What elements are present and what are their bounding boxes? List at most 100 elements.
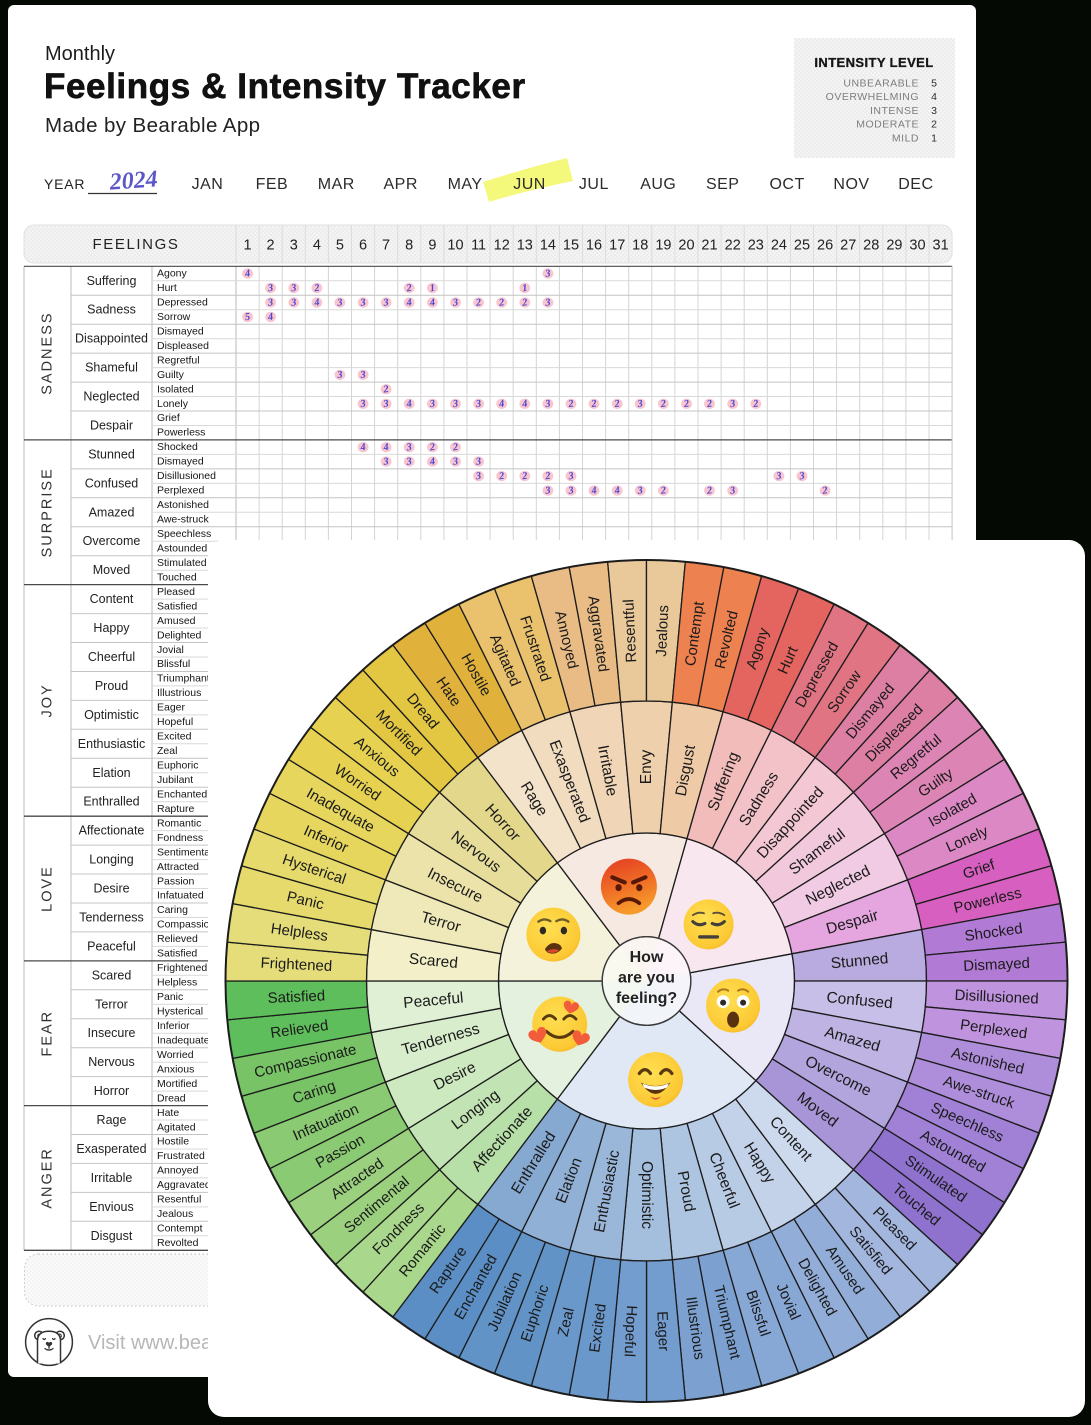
svg-text:Optimistic: Optimistic (638, 1161, 655, 1229)
svg-text:Astonished: Astonished (157, 499, 209, 511)
svg-text:23: 23 (748, 238, 764, 254)
svg-text:3: 3 (474, 456, 482, 468)
svg-text:Shocked: Shocked (157, 441, 198, 453)
svg-text:30: 30 (909, 238, 925, 254)
svg-text:2: 2 (382, 384, 390, 396)
svg-text:Neglected: Neglected (83, 390, 139, 404)
svg-text:Confused: Confused (826, 989, 894, 1012)
svg-text:3: 3 (359, 369, 367, 381)
svg-text:Jealous: Jealous (653, 605, 672, 657)
svg-text:SADNESS: SADNESS (40, 311, 56, 394)
svg-text:3: 3 (266, 283, 274, 295)
svg-text:2: 2 (313, 283, 321, 295)
svg-text:2: 2 (428, 442, 436, 454)
svg-text:Confused: Confused (85, 476, 139, 490)
svg-text:Powerless: Powerless (157, 427, 205, 439)
svg-text:3: 3 (336, 297, 344, 309)
svg-text:MAR: MAR (318, 176, 355, 193)
svg-text:2: 2 (659, 398, 667, 410)
svg-text:JAN: JAN (192, 176, 224, 193)
svg-text:4: 4 (428, 297, 436, 309)
svg-text:1: 1 (429, 283, 436, 295)
svg-text:Revolted: Revolted (157, 1237, 199, 1249)
svg-text:OVERWHELMING: OVERWHELMING (826, 91, 919, 103)
svg-text:Exasperated: Exasperated (76, 1142, 146, 1156)
svg-text:MILD: MILD (892, 132, 919, 144)
svg-text:Monthly: Monthly (45, 43, 115, 65)
svg-text:9: 9 (428, 238, 436, 254)
svg-text:Disappointed: Disappointed (75, 332, 148, 346)
svg-text:Irritable: Irritable (91, 1171, 133, 1185)
svg-text:4: 4 (313, 238, 321, 254)
svg-text:Sorrow: Sorrow (157, 311, 191, 323)
svg-text:Longing: Longing (89, 853, 134, 867)
svg-text:3: 3 (544, 485, 552, 497)
svg-text:Proud: Proud (95, 679, 128, 693)
svg-text:3: 3 (544, 268, 552, 280)
svg-text:3: 3 (428, 398, 436, 410)
svg-text:Enthusiastic: Enthusiastic (78, 737, 145, 751)
svg-text:Hopeful: Hopeful (621, 1305, 640, 1357)
svg-text:4: 4 (382, 442, 390, 454)
svg-text:Isolated: Isolated (157, 383, 194, 395)
svg-text:Cheerful: Cheerful (88, 650, 135, 664)
svg-text:Dread: Dread (157, 1092, 186, 1104)
svg-text:LOVE: LOVE (40, 865, 56, 912)
svg-text:5: 5 (336, 238, 344, 254)
svg-text:Fondness: Fondness (157, 832, 203, 844)
svg-text:FEAR: FEAR (40, 1010, 56, 1057)
svg-text:DEC: DEC (898, 176, 933, 193)
svg-text:6: 6 (359, 238, 367, 254)
svg-text:22: 22 (725, 238, 741, 254)
svg-text:Blissful: Blissful (157, 658, 190, 670)
svg-text:1: 1 (931, 132, 937, 144)
svg-text:Jubilant: Jubilant (157, 774, 193, 786)
svg-text:3: 3 (474, 471, 482, 483)
svg-text:Enchanted: Enchanted (157, 789, 207, 801)
svg-text:APR: APR (383, 176, 417, 193)
svg-text:4: 4 (243, 268, 251, 280)
svg-text:3: 3 (451, 398, 459, 410)
svg-text:4: 4 (497, 398, 505, 410)
svg-text:Overcome: Overcome (83, 534, 141, 548)
svg-text:4: 4 (931, 91, 937, 103)
svg-text:Amazed: Amazed (89, 505, 135, 519)
svg-text:Despair: Despair (90, 419, 133, 433)
svg-text:3: 3 (405, 442, 413, 454)
svg-text:Happy: Happy (93, 621, 130, 635)
svg-text:4: 4 (405, 297, 413, 309)
svg-text:OCT: OCT (769, 176, 804, 193)
svg-text:Caring: Caring (157, 904, 188, 916)
svg-text:Touched: Touched (157, 571, 197, 583)
svg-text:17: 17 (609, 238, 625, 254)
svg-text:Stimulated: Stimulated (157, 557, 207, 569)
svg-text:3: 3 (728, 485, 736, 497)
svg-text:Made by Bearable App: Made by Bearable App (45, 114, 260, 137)
svg-text:Stunned: Stunned (88, 447, 135, 461)
svg-text:Zeal: Zeal (555, 1306, 578, 1338)
svg-text:5: 5 (931, 78, 937, 90)
svg-text:Dismayed: Dismayed (963, 955, 1030, 975)
svg-text:16: 16 (586, 238, 602, 254)
svg-text:Disillusioned: Disillusioned (157, 470, 216, 482)
svg-text:Grief: Grief (157, 412, 180, 424)
svg-text:2: 2 (613, 398, 621, 410)
svg-text:4: 4 (590, 485, 598, 497)
svg-text:13: 13 (517, 238, 533, 254)
svg-text:2: 2 (821, 485, 829, 497)
svg-text:3: 3 (290, 238, 298, 254)
svg-text:Hysterical: Hysterical (157, 1006, 203, 1018)
svg-text:Pleased: Pleased (157, 586, 195, 598)
svg-text:Satisfied: Satisfied (267, 987, 325, 1007)
svg-text:UNBEARABLE: UNBEARABLE (843, 78, 919, 90)
svg-text:Hopeful: Hopeful (157, 716, 193, 728)
svg-text:JUL: JUL (579, 176, 609, 193)
svg-text:Helpless: Helpless (157, 977, 197, 989)
svg-text:10: 10 (447, 238, 463, 254)
svg-text:3: 3 (636, 485, 644, 497)
svg-text:24: 24 (771, 238, 787, 254)
svg-text:2: 2 (544, 471, 552, 483)
svg-text:Frustrated: Frustrated (157, 1150, 205, 1162)
svg-text:Dismayed: Dismayed (157, 456, 204, 468)
svg-text:Dismayed: Dismayed (157, 325, 204, 337)
